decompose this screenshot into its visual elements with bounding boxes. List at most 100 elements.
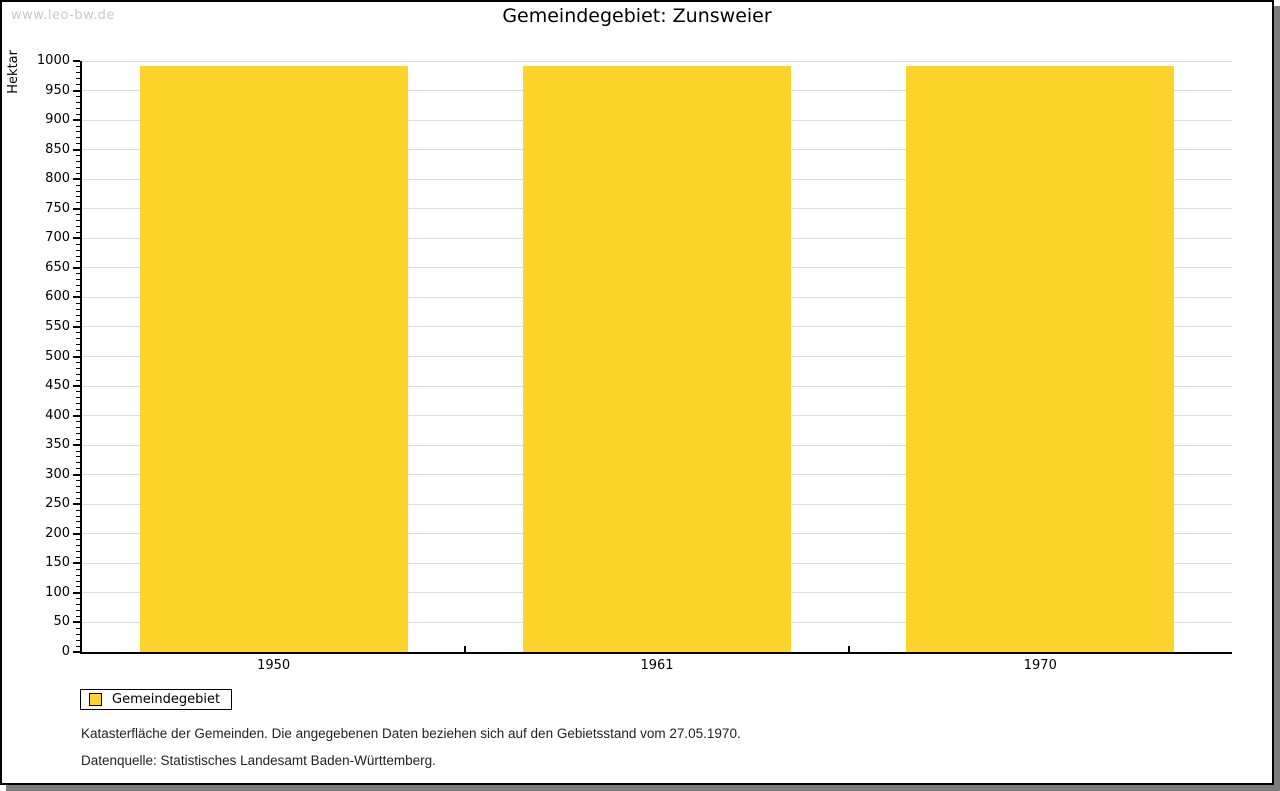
- y-tick-minor: [76, 172, 80, 174]
- y-tick-major: [73, 503, 80, 506]
- y-tick-minor: [76, 568, 80, 570]
- y-tick-minor: [76, 107, 80, 109]
- y-tick-major: [73, 621, 80, 624]
- y-tick-minor: [76, 101, 80, 103]
- y-tick-minor: [76, 338, 80, 340]
- y-tick-major: [73, 562, 80, 565]
- y-tick-minor: [76, 166, 80, 168]
- plot-area: 0 50 100 150 200 250 300 350 400 450 500 550 600 650 7…: [37, 54, 1232, 673]
- y-tick-label: 250: [45, 496, 70, 512]
- y-tick-major: [73, 266, 80, 269]
- y-tick-major: [73, 148, 80, 151]
- y-tick-minor: [76, 190, 80, 192]
- y-tick-minor: [76, 160, 80, 162]
- y-tick-label: 300: [45, 466, 70, 482]
- y-tick-major: [73, 414, 80, 417]
- y-tick-minor: [76, 320, 80, 322]
- y-tick-label: 450: [45, 378, 70, 394]
- y-tick-minor: [76, 285, 80, 287]
- y-tick-minor: [76, 225, 80, 227]
- y-tick-minor: [76, 468, 80, 470]
- y-tick-label: 500: [45, 348, 70, 364]
- y-tick-minor: [76, 521, 80, 523]
- y-tick-minor: [76, 610, 80, 612]
- y-tick-minor: [76, 367, 80, 369]
- y-tick-major: [73, 385, 80, 388]
- y-tick-minor: [76, 273, 80, 275]
- y-tick-major: [73, 89, 80, 92]
- y-tick-minor: [76, 403, 80, 405]
- y-gridline: [82, 60, 1232, 62]
- y-tick-minor: [76, 302, 80, 304]
- y-axis-title: Hektar: [6, 50, 21, 94]
- y-tick-major: [73, 473, 80, 476]
- legend-label: Gemeindegebiet: [112, 692, 221, 707]
- y-tick-minor: [76, 450, 80, 452]
- y-tick-label: 600: [45, 289, 70, 305]
- y-tick-label: 0: [61, 644, 70, 659]
- legend: Gemeindegebiet: [80, 689, 232, 710]
- y-tick-label: 850: [45, 141, 70, 157]
- y-tick-minor: [76, 645, 80, 647]
- x-boundary-tick: [847, 646, 850, 652]
- y-tick-minor: [76, 196, 80, 198]
- y-tick-minor: [76, 586, 80, 588]
- y-tick-minor: [76, 350, 80, 352]
- y-tick-minor: [76, 391, 80, 393]
- y-tick-major: [73, 119, 80, 122]
- y-tick-minor: [76, 125, 80, 127]
- y-tick-minor: [76, 344, 80, 346]
- y-tick-label: 800: [45, 171, 70, 187]
- y-tick-major: [73, 325, 80, 328]
- x-tick-label: 1970: [1023, 658, 1057, 673]
- y-tick-minor: [76, 131, 80, 133]
- y-tick-minor: [76, 373, 80, 375]
- y-tick-minor: [76, 379, 80, 381]
- y-tick-minor: [76, 243, 80, 245]
- y-tick-minor: [76, 438, 80, 440]
- y-tick-label: 200: [45, 525, 70, 541]
- y-tick-label: 100: [45, 584, 70, 600]
- watermark: www.leo-bw.de: [11, 8, 115, 23]
- y-tick-minor: [76, 509, 80, 511]
- y-tick-label: 1000: [36, 53, 70, 68]
- y-tick-minor: [76, 574, 80, 576]
- y-tick-minor: [76, 66, 80, 68]
- y-tick-minor: [76, 627, 80, 629]
- y-tick-minor: [76, 409, 80, 411]
- y-tick-minor: [76, 598, 80, 600]
- footnote-datenquelle: Datenquelle: Statistisches Landesamt Bad…: [81, 753, 436, 768]
- y-tick-minor: [76, 633, 80, 635]
- y-tick-minor: [76, 314, 80, 316]
- y-tick-major: [73, 60, 80, 62]
- y-tick-label: 700: [45, 230, 70, 246]
- y-tick-minor: [76, 95, 80, 97]
- y-tick-minor: [76, 214, 80, 216]
- x-tick-label: 1961: [640, 658, 674, 673]
- y-tick-major: [73, 444, 80, 447]
- y-tick-minor: [76, 184, 80, 186]
- y-tick-minor: [76, 397, 80, 399]
- y-tick-minor: [76, 202, 80, 204]
- y-tick-minor: [76, 604, 80, 606]
- y-tick-minor: [76, 261, 80, 263]
- y-tick-minor: [76, 515, 80, 517]
- y-tick-minor: [76, 426, 80, 428]
- y-tick-minor: [76, 290, 80, 292]
- y-tick-minor: [76, 639, 80, 641]
- y-tick-minor: [76, 78, 80, 80]
- y-tick-minor: [76, 308, 80, 310]
- y-tick-label: 750: [45, 200, 70, 216]
- y-tick-minor: [76, 421, 80, 422]
- y-tick-minor: [76, 539, 80, 541]
- y-tick-minor: [76, 249, 80, 251]
- y-tick-label: 150: [45, 555, 70, 571]
- y-tick-minor: [76, 486, 80, 488]
- y-tick-minor: [76, 616, 80, 618]
- y-tick-minor: [76, 143, 80, 145]
- x-boundary-tick: [464, 646, 467, 652]
- y-tick-label: 550: [45, 318, 70, 334]
- chart-title: Gemeindegebiet: Zunsweier: [502, 5, 772, 27]
- y-tick-minor: [76, 497, 80, 499]
